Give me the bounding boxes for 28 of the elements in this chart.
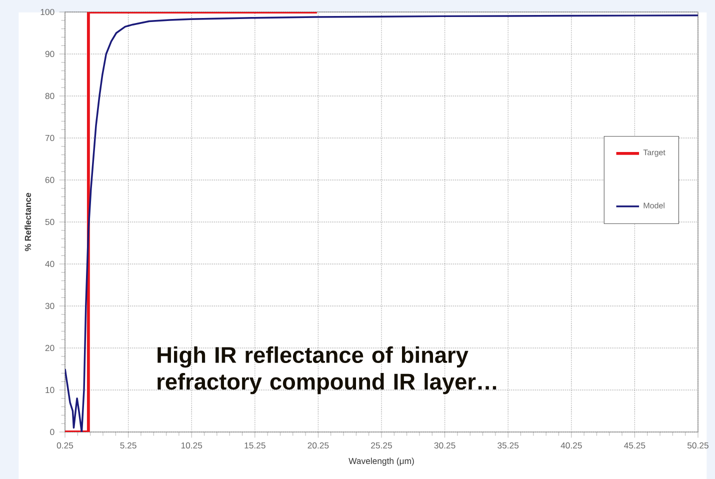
y-tick-label: 10: [46, 386, 54, 394]
y-axis-title: % Reflectance: [24, 192, 31, 252]
y-tick-label: 70: [45, 134, 54, 142]
x-tick-label: 35.25: [498, 442, 519, 449]
x-tick-label: 15.25: [244, 442, 266, 449]
y-tick-label: 80: [45, 92, 54, 100]
y-tick-label: 100: [40, 8, 54, 16]
x-axis-title: Wavelength (μm): [348, 458, 414, 466]
annotation: High IR reflectance of binary refractory compound IR layer…: [158, 346, 496, 394]
x-tick-label: 25.25: [371, 442, 392, 449]
y-tick-label: 40: [45, 260, 54, 268]
y-tick-label: 0: [50, 428, 54, 436]
y-tick-label: 30: [45, 302, 54, 310]
y-tick-label: 90: [45, 50, 54, 58]
y-tick-label: 50: [45, 218, 54, 226]
x-tick-label: 10.25: [181, 442, 202, 449]
y-tick-label: 60: [45, 176, 54, 184]
x-tick-label: 0.25: [56, 442, 74, 449]
x-tick-label: 5.25: [120, 442, 136, 449]
x-tick-label: 40.25: [560, 442, 582, 449]
x-tick-label: 30.25: [434, 442, 456, 449]
x-tick-label: 20.25: [308, 442, 329, 449]
legend-label: Model: [644, 202, 664, 208]
x-tick-label: 45.25: [624, 442, 646, 449]
line-series: [65, 14, 698, 432]
y-tick-label: 20: [45, 344, 54, 352]
legend-label: Target: [643, 150, 666, 157]
x-tick-label: 50.25: [688, 442, 708, 449]
